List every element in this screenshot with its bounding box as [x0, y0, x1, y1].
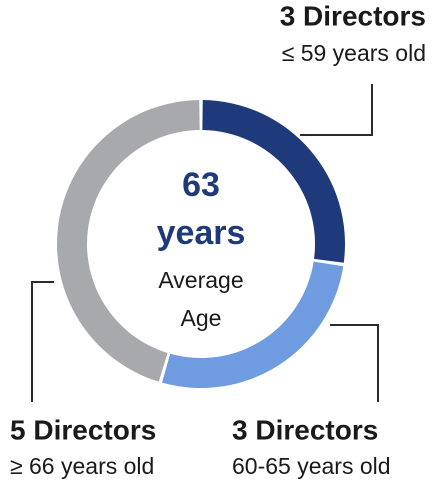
center-unit: years: [157, 214, 246, 252]
category-label: ≥ 66 years old: [10, 453, 154, 479]
category-label: ≤ 59 years old: [282, 40, 426, 66]
value-label: 3 Directors: [232, 414, 378, 445]
value-label: 3 Directors: [280, 0, 426, 31]
leader-line: [330, 324, 379, 402]
center-label: Age: [181, 305, 222, 331]
leader-line: [300, 84, 373, 136]
donut-segment: [162, 261, 344, 388]
donut-segment: [56, 100, 200, 382]
category-label: 60-65 years old: [232, 453, 391, 479]
leader-line: [31, 281, 54, 402]
donut-segment: [202, 100, 345, 263]
center-value: 63: [182, 166, 220, 204]
value-label: 5 Directors: [10, 414, 156, 445]
center-label: Average: [158, 267, 243, 293]
